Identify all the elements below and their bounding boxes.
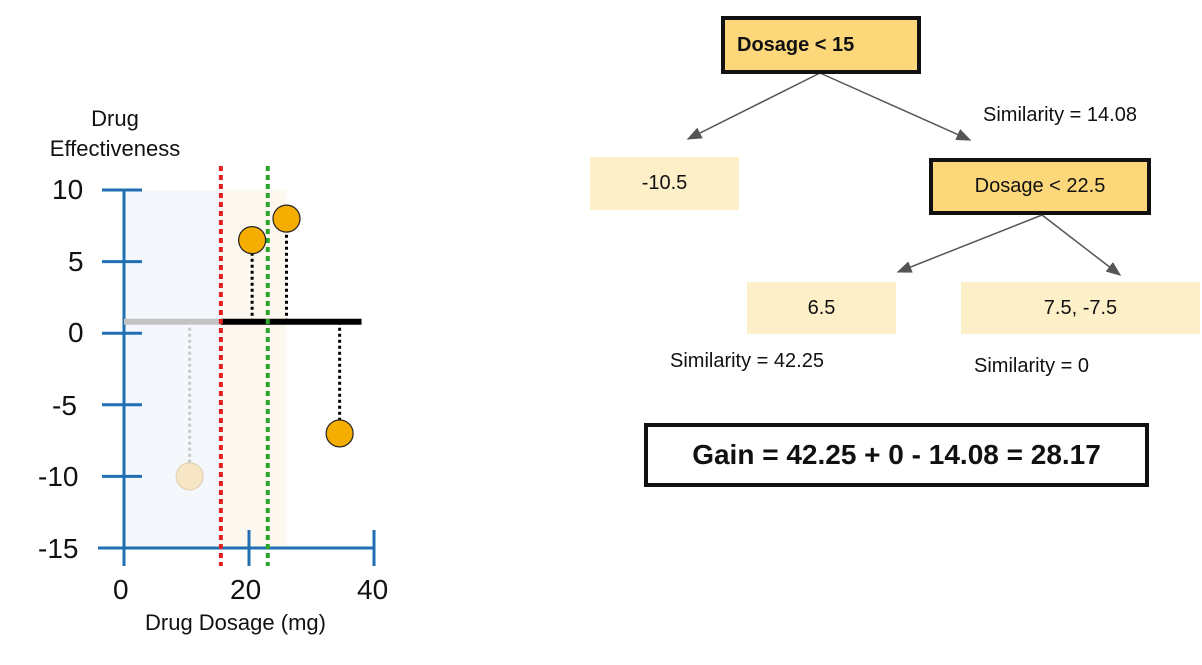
similarity-right-left: Similarity = 42.25 [670, 350, 824, 372]
plot-axes [98, 188, 376, 566]
similarity-right-right: Similarity = 0 [974, 355, 1090, 377]
y-axis-label-line1: Drug [91, 106, 139, 131]
left-region-shading [124, 190, 221, 548]
split-node-right: Dosage < 22.5 [929, 158, 1151, 215]
edge-node-left [896, 214, 1043, 273]
y-tick-label: -5 [52, 390, 77, 421]
y-axis-label-line2: Effectiveness [49, 136, 181, 161]
data-points [175, 204, 354, 491]
data-point [325, 419, 354, 448]
similarity-right-node: Similarity = 14.08 [983, 104, 1137, 126]
faded-data-point [175, 462, 204, 491]
y-tick-label: 10 [52, 174, 84, 205]
split-lines [218, 166, 270, 566]
data-point [238, 226, 267, 255]
y-axis-label: Drug Effectiveness [40, 104, 190, 164]
y-tick-label: 0 [68, 317, 84, 348]
leaf-right-left: 6.5 [747, 282, 896, 334]
gain-formula: Gain = 42.25 + 0 - 14.08 = 28.17 [644, 423, 1149, 487]
root-node: Dosage < 15 [721, 16, 921, 74]
edge-root-right [819, 72, 972, 141]
dosage-scatter-plot [98, 166, 376, 566]
x-tick-label: 20 [230, 574, 262, 605]
x-axis-label: Drug Dosage (mg) [145, 610, 326, 635]
edge-root-left [686, 72, 821, 140]
y-tick-label: -10 [38, 461, 79, 492]
y-tick-label: -15 [38, 533, 79, 564]
leaf-right-right: 7.5, -7.5 [961, 282, 1200, 334]
x-tick-label: 0 [113, 574, 129, 605]
leaf-left: -10.5 [590, 157, 739, 210]
y-tick-label: 5 [68, 246, 84, 277]
data-point [272, 204, 301, 233]
x-tick-label: 40 [357, 574, 389, 605]
edge-node-right [1041, 214, 1122, 276]
